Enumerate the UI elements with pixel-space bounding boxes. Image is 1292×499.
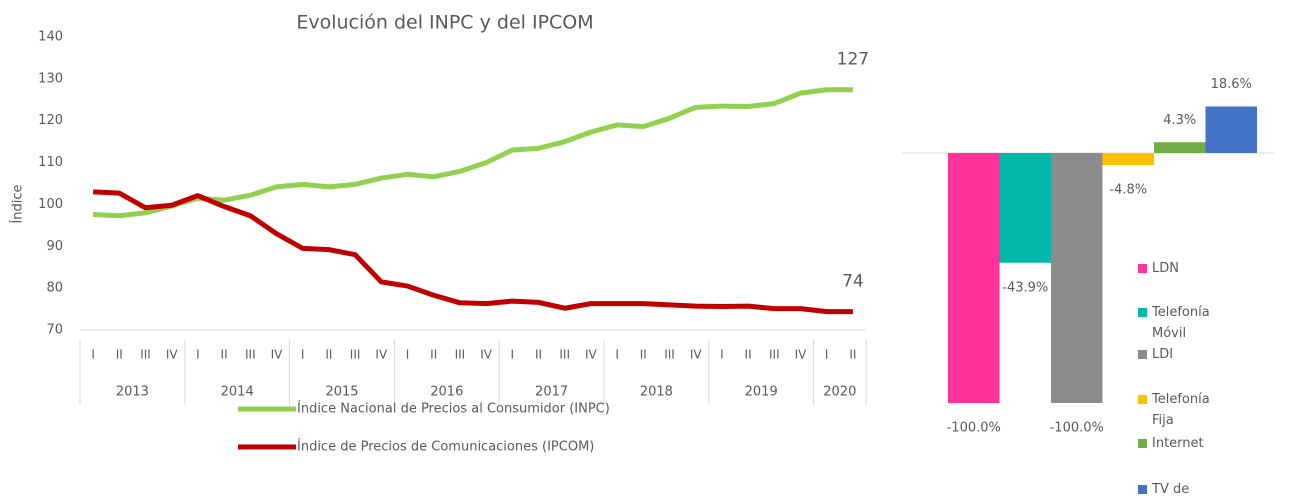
x-tick-label: I — [196, 348, 200, 362]
y-tick-label: 120 — [38, 113, 63, 128]
legend-swatch — [1138, 308, 1147, 317]
legend-label: Telefonía Móvil — [1152, 305, 1210, 341]
group-label: 2014 — [221, 385, 254, 400]
value-label: -4.8% — [1109, 183, 1147, 198]
x-tick-label: I — [825, 348, 829, 362]
x-tick-label: II — [745, 348, 752, 362]
x-tick-label: IV — [585, 348, 598, 362]
group-label: 2016 — [430, 385, 463, 400]
line-series — [92, 87, 853, 219]
line-series — [92, 189, 853, 315]
legend-swatch — [1138, 485, 1147, 494]
legend-label: LDI — [1152, 347, 1174, 362]
x-tick-label: III — [664, 348, 675, 362]
y-tick-label: 70 — [46, 323, 63, 338]
end-label: 74 — [842, 272, 864, 292]
legend-label: Internet — [1152, 436, 1204, 451]
x-tick-label: I — [511, 348, 515, 362]
value-label: 18.6% — [1211, 77, 1252, 92]
y-tick-label: 90 — [46, 239, 63, 254]
legend-swatch — [1138, 395, 1147, 404]
legend-swatch — [1138, 439, 1147, 448]
legend-label: LDN — [1152, 261, 1179, 276]
x-tick-label: II — [116, 348, 123, 362]
value-label: -100.0% — [1050, 421, 1104, 436]
y-tick-label: 140 — [38, 30, 63, 45]
group-label: 2017 — [535, 385, 568, 400]
x-tick-label: III — [140, 348, 151, 362]
bar — [1102, 153, 1154, 165]
bar — [948, 153, 1000, 403]
x-tick-label: IV — [480, 348, 493, 362]
x-tick-label: II — [325, 348, 332, 362]
y-tick-label: 130 — [38, 71, 63, 86]
x-tick-label: I — [301, 348, 305, 362]
end-label: 127 — [837, 50, 869, 70]
legend-label: Telefonía Fija — [1152, 392, 1210, 428]
x-tick-label: I — [406, 348, 410, 362]
y-tick-label: 100 — [38, 197, 63, 212]
y-axis-label: Índice — [10, 184, 26, 223]
x-tick-label: III — [245, 348, 256, 362]
legend-label: TV de Paga — [1152, 482, 1190, 497]
x-tick-label: IV — [375, 348, 388, 362]
group-label: 2019 — [745, 385, 778, 400]
x-tick-label: III — [559, 348, 570, 362]
bar — [1205, 106, 1257, 153]
x-tick-label: I — [615, 348, 619, 362]
legend-label: Índice de Precios de Comunicaciones (IPC… — [297, 439, 594, 455]
x-tick-label: III — [455, 348, 466, 362]
x-tick-label: IV — [166, 348, 179, 362]
group-label: 2018 — [640, 385, 673, 400]
x-tick-label: III — [350, 348, 361, 362]
group-label: 2020 — [823, 385, 856, 400]
bar — [1154, 142, 1206, 153]
legend-label: Índice Nacional de Precios al Consumidor… — [297, 401, 610, 417]
bar — [1051, 153, 1103, 403]
x-tick-label: I — [720, 348, 724, 362]
chart-title: Evolución del INPC y del IPCOM — [296, 12, 593, 34]
x-tick-label: IV — [690, 348, 703, 362]
x-tick-label: IV — [271, 348, 284, 362]
bar — [999, 153, 1051, 263]
x-tick-label: I — [91, 348, 95, 362]
legend-swatch — [1138, 264, 1147, 273]
value-label: 4.3% — [1163, 113, 1196, 128]
group-label: 2013 — [116, 385, 149, 400]
x-tick-label: II — [430, 348, 437, 362]
y-tick-label: 80 — [46, 281, 63, 296]
value-label: -43.9% — [1002, 280, 1048, 295]
legend-swatch — [1138, 350, 1147, 359]
group-label: 2015 — [325, 385, 358, 400]
value-label: -100.0% — [947, 421, 1001, 436]
x-tick-label: II — [640, 348, 647, 362]
x-tick-label: II — [849, 348, 856, 362]
x-tick-label: III — [769, 348, 780, 362]
x-tick-label: II — [221, 348, 228, 362]
y-tick-label: 110 — [38, 155, 63, 170]
x-tick-label: II — [535, 348, 542, 362]
x-tick-label: IV — [795, 348, 808, 362]
